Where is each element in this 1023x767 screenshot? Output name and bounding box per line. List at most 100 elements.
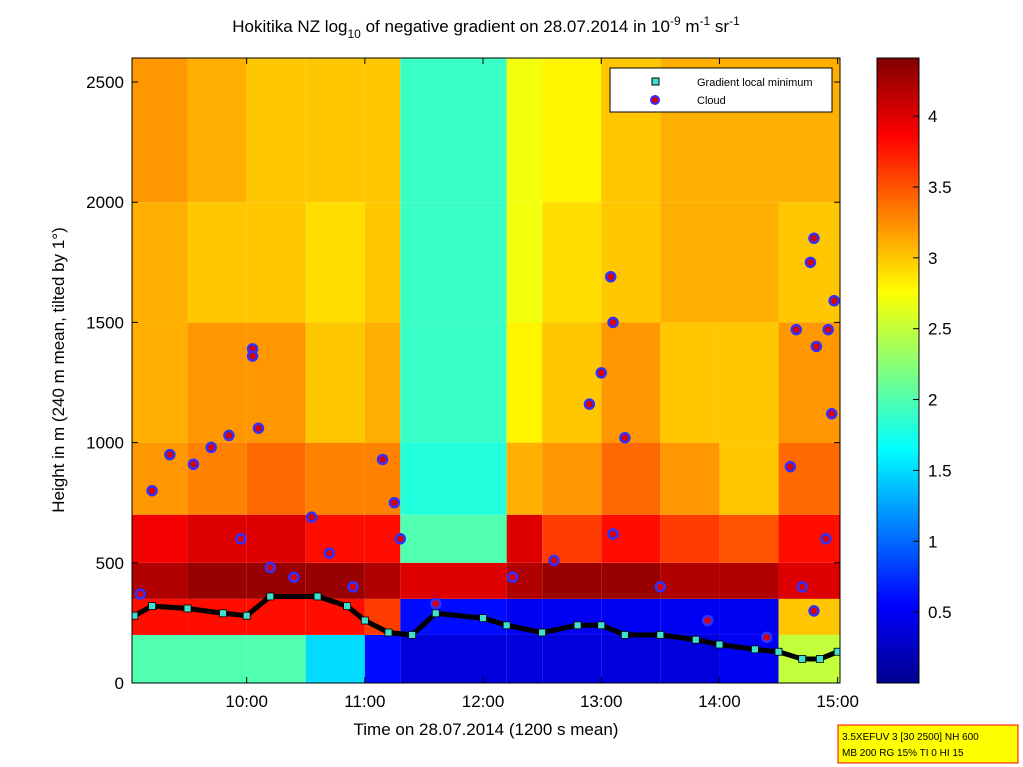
cloud-point <box>264 561 277 574</box>
y-tick-label: 1500 <box>86 313 124 332</box>
cloud-point <box>252 422 265 434</box>
colorbar-tick-label: 2.5 <box>928 320 952 339</box>
heat-cell <box>719 202 779 323</box>
chart-title: Hokitika NZ log10 of negative gradient o… <box>232 14 740 41</box>
heat-cell <box>601 202 661 323</box>
cloud-point <box>808 232 820 245</box>
cloud-point <box>595 367 607 379</box>
title-part: -1 <box>729 14 740 28</box>
heat-cell <box>660 202 720 323</box>
colorbar-tick-label: 4 <box>928 107 937 126</box>
cloud-point <box>376 453 389 466</box>
y-axis-label: Height in m (240 m mean, tilted by 1°) <box>49 227 68 513</box>
legend-label: Gradient local minimum <box>697 77 813 89</box>
gradient-min-point <box>242 611 251 620</box>
cloud-point <box>810 340 823 353</box>
heat-cell <box>305 598 365 635</box>
heat-cell <box>305 202 365 323</box>
heat-cell <box>719 598 779 635</box>
cloud-point <box>796 581 808 593</box>
gradient-min-point <box>219 609 227 618</box>
cloud-point <box>828 295 840 307</box>
colorbar-tick-label: 1 <box>928 532 937 551</box>
plot-frame <box>131 57 841 684</box>
heat-cell <box>601 322 661 443</box>
title-part: -1 <box>700 14 711 28</box>
heat-cell <box>364 58 401 203</box>
heat-cell <box>542 58 602 203</box>
cloud-point <box>246 350 259 362</box>
cloud-point <box>604 271 617 283</box>
gradient-min-point <box>620 631 629 639</box>
cloud-point <box>619 432 631 444</box>
heat-cell <box>601 442 661 515</box>
heat-cell <box>364 562 401 599</box>
colorbar-tick-label: 3 <box>928 249 937 268</box>
cloud-point <box>205 441 217 454</box>
gradient-min-point <box>431 609 440 618</box>
heat-cell <box>400 634 507 683</box>
heat-cell <box>132 322 188 443</box>
title-part: 10 <box>348 27 362 41</box>
cloud-point <box>784 460 797 473</box>
heat-cell <box>601 634 661 683</box>
cloud-point <box>548 554 560 567</box>
cloud-point <box>430 597 442 610</box>
heat-cell <box>400 58 507 203</box>
cloud-point <box>388 496 401 509</box>
title-part: Hokitika NZ log <box>232 17 347 36</box>
heat-cell <box>364 514 401 563</box>
heat-cell <box>187 634 247 683</box>
heat-cell <box>506 322 543 443</box>
gradient-min-point <box>148 602 156 610</box>
heat-cell <box>364 634 401 683</box>
gradient-min-point <box>343 602 352 610</box>
heatmap <box>132 58 840 683</box>
x-tick-label: 12:00 <box>462 692 505 711</box>
heat-cell <box>132 58 188 203</box>
cloud-point <box>804 256 817 269</box>
title-part: of negative gradient on 28.07.2014 in 10 <box>361 17 670 36</box>
cloud-point <box>146 484 158 497</box>
heat-cell <box>187 322 247 443</box>
x-tick-label: 13:00 <box>580 692 623 711</box>
heat-cell <box>601 562 661 599</box>
y-tick-label: 500 <box>96 554 124 573</box>
legend: Gradient local minimum Cloud <box>609 67 833 113</box>
gradient-min-point <box>266 592 275 601</box>
y-tick-label: 0 <box>115 674 124 693</box>
cloud-point <box>701 614 714 627</box>
heat-cell <box>305 442 365 515</box>
heat-cell <box>719 634 779 683</box>
gradient-min-point <box>408 631 417 639</box>
gradient-min-point <box>656 631 665 639</box>
heat-cell <box>187 202 247 323</box>
cloud-point <box>305 511 318 523</box>
info-line: MB 200 RG 15% TI 0 HI 15 <box>842 748 964 759</box>
heat-cell <box>660 322 720 443</box>
colorbar-tick-label: 1.5 <box>928 461 952 480</box>
heat-cell <box>542 322 602 443</box>
gradient-min-point <box>183 604 192 613</box>
heat-cell <box>364 202 401 323</box>
heat-cell <box>506 442 543 515</box>
legend-swatch <box>650 95 660 105</box>
heat-cell <box>132 442 188 515</box>
heat-cell <box>132 202 188 323</box>
gradient-min-point <box>798 655 807 663</box>
gradient-min-line <box>133 593 839 662</box>
cloud-point <box>323 547 336 559</box>
heat-cell <box>660 514 720 563</box>
gradient-min-point <box>774 647 783 656</box>
colorbar-tick-label: 0.5 <box>928 603 952 622</box>
heat-cell <box>506 202 543 323</box>
heat-cell <box>187 58 247 203</box>
heat-cell <box>305 58 365 203</box>
heat-cell <box>778 322 840 443</box>
heat-cell <box>719 322 779 443</box>
cloud-point <box>187 458 200 470</box>
cloud-point <box>808 605 820 617</box>
heat-cell <box>187 562 247 599</box>
gradient-min-point <box>384 628 393 637</box>
